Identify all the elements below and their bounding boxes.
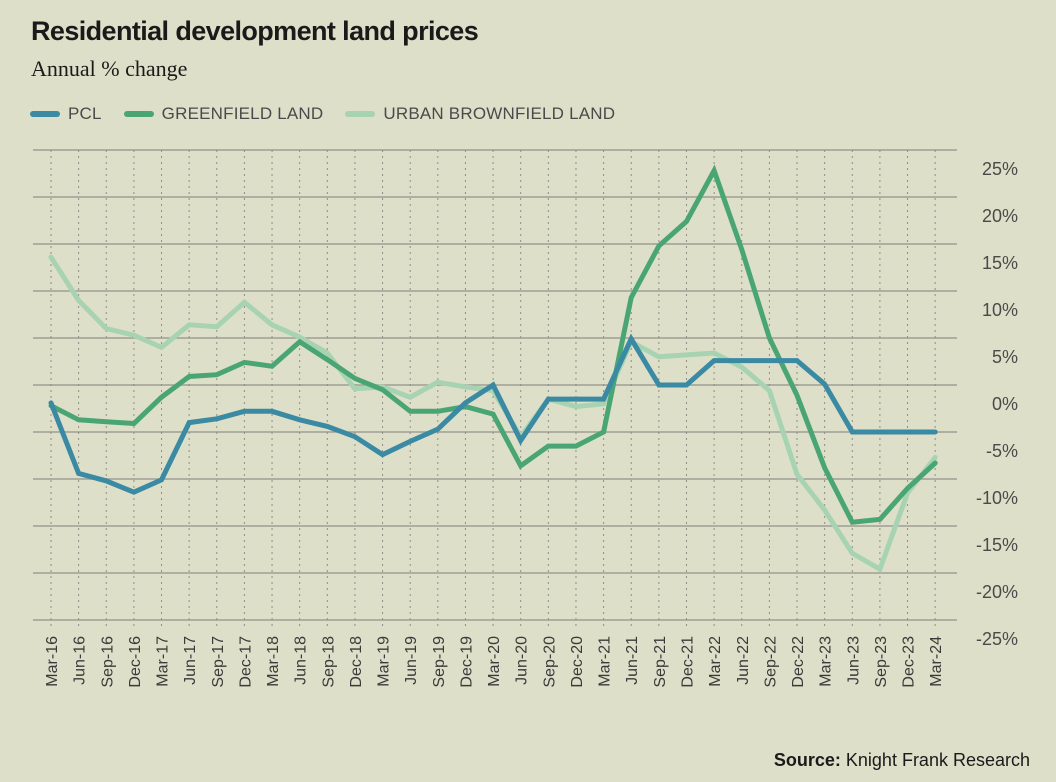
y-tick-label: 10% xyxy=(982,300,1018,320)
series-line-pcl xyxy=(48,333,938,495)
y-tick-label: -25% xyxy=(976,629,1018,649)
x-tick-label: Dec-16 xyxy=(127,636,144,688)
y-tick-label: 15% xyxy=(982,253,1018,273)
chart-legend: PCL GREENFIELD LAND URBAN BROWNFIELD LAN… xyxy=(30,104,637,124)
x-tick-label: Mar-17 xyxy=(155,636,172,687)
x-tick-label: Sep-20 xyxy=(541,636,558,688)
x-tick-label: Jun-22 xyxy=(735,636,752,685)
x-tick-label: Dec-22 xyxy=(790,636,807,688)
x-tick-label: Jun-16 xyxy=(72,636,89,685)
x-tick-label: Dec-18 xyxy=(348,636,365,688)
x-tick-label: Sep-16 xyxy=(99,636,116,688)
legend-item-brownfield: URBAN BROWNFIELD LAND xyxy=(345,104,615,124)
x-tick-label: Mar-22 xyxy=(707,636,724,687)
x-tick-label: Sep-18 xyxy=(320,636,337,688)
y-tick-label: 0% xyxy=(992,394,1018,414)
series-line-greenfield-land xyxy=(48,164,938,525)
x-tick-label: Mar-19 xyxy=(376,636,393,687)
vertical-gridlines xyxy=(50,150,936,626)
legend-swatch-pcl xyxy=(30,111,60,117)
x-tick-label: Mar-18 xyxy=(265,636,282,687)
x-tick-label: Jun-20 xyxy=(514,636,531,685)
x-tick-label: Jun-23 xyxy=(845,636,862,685)
x-tick-label: Sep-19 xyxy=(431,636,448,688)
x-tick-label: Mar-23 xyxy=(818,636,835,687)
x-tick-label: Mar-20 xyxy=(486,636,503,687)
x-tick-label: Dec-21 xyxy=(679,636,696,688)
legend-label-pcl: PCL xyxy=(68,104,102,123)
y-axis-tick-labels: 25% 20% 15% 10% 5% 0% -5% -10% -15% -20% -25% xyxy=(976,159,1018,649)
chart-title: Residential development land prices xyxy=(31,16,479,46)
legend-item-pcl: PCL xyxy=(30,104,102,124)
y-tick-label: 20% xyxy=(982,206,1018,226)
x-tick-label: Mar-24 xyxy=(928,636,945,687)
line-chart: 25% 20% 15% 10% 5% 0% -5% -10% -15% -20% -25% Mar-… xyxy=(33,149,1018,688)
x-tick-label: Jun-19 xyxy=(403,636,420,685)
legend-item-greenfield: GREENFIELD LAND xyxy=(123,104,324,124)
source-label: Source: xyxy=(773,750,841,770)
y-tick-label: 25% xyxy=(982,159,1018,179)
x-tick-label: Dec-17 xyxy=(237,636,254,688)
legend-swatch-greenfield xyxy=(123,111,154,117)
x-axis-tick-labels: Mar-16 Jun-16 Sep-16 Dec-16 Mar-17 Jun-17 Sep-… xyxy=(44,636,945,688)
y-tick-label: -20% xyxy=(976,582,1018,602)
x-tick-label: Dec-20 xyxy=(569,636,586,688)
x-tick-label: Mar-16 xyxy=(44,636,61,687)
x-tick-label: Mar-21 xyxy=(597,636,614,687)
legend-label-brownfield: URBAN BROWNFIELD LAND xyxy=(383,104,616,123)
x-tick-label: Sep-23 xyxy=(873,636,890,688)
source-note: Source: Knight Frank Research xyxy=(774,750,1030,771)
legend-label-greenfield: GREENFIELD LAND xyxy=(161,104,324,123)
chart-subtitle: Annual % change xyxy=(31,56,188,81)
x-tick-label: Jun-21 xyxy=(624,636,641,685)
y-tick-label: 5% xyxy=(992,347,1018,367)
x-tick-label: Sep-17 xyxy=(210,636,227,688)
y-tick-label: -5% xyxy=(986,441,1018,461)
x-tick-label: Jun-17 xyxy=(182,636,199,685)
x-tick-label: Sep-22 xyxy=(762,636,779,688)
y-tick-label: -10% xyxy=(976,488,1018,508)
series-lines xyxy=(48,164,938,573)
source-text: Knight Frank Research xyxy=(845,750,1030,770)
x-tick-label: Sep-21 xyxy=(652,636,669,688)
y-tick-label: -15% xyxy=(976,535,1018,555)
x-tick-label: Jun-18 xyxy=(293,636,310,685)
x-tick-label: Dec-23 xyxy=(901,636,918,688)
legend-swatch-brownfield xyxy=(345,111,376,117)
x-tick-label: Dec-19 xyxy=(458,636,475,688)
